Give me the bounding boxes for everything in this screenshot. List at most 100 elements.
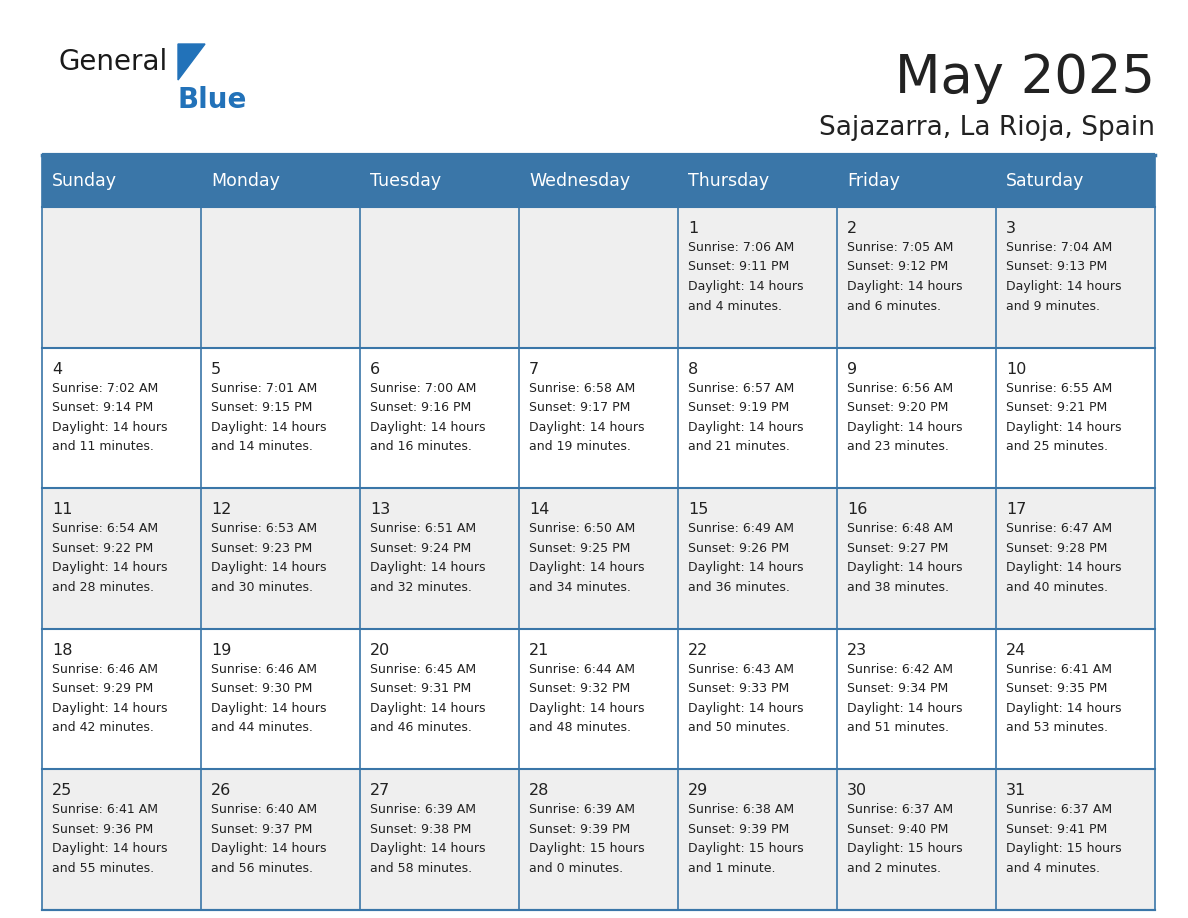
- Text: 25: 25: [52, 783, 72, 799]
- Bar: [678, 348, 838, 488]
- Bar: [838, 348, 996, 488]
- Text: Sunset: 9:38 PM: Sunset: 9:38 PM: [369, 823, 472, 836]
- Text: Sunrise: 6:41 AM: Sunrise: 6:41 AM: [1006, 663, 1112, 676]
- Text: May 2025: May 2025: [895, 52, 1155, 104]
- Text: Daylight: 14 hours: Daylight: 14 hours: [688, 420, 803, 433]
- Text: and 0 minutes.: and 0 minutes.: [529, 862, 624, 875]
- Text: Sunrise: 7:00 AM: Sunrise: 7:00 AM: [369, 382, 476, 395]
- Bar: [42, 488, 201, 629]
- Bar: [838, 629, 996, 769]
- Text: Sunset: 9:13 PM: Sunset: 9:13 PM: [1006, 261, 1107, 274]
- Text: and 38 minutes.: and 38 minutes.: [847, 581, 949, 594]
- Text: Sunrise: 6:54 AM: Sunrise: 6:54 AM: [52, 522, 158, 535]
- Text: 26: 26: [211, 783, 232, 799]
- Text: Sunset: 9:33 PM: Sunset: 9:33 PM: [688, 682, 789, 695]
- Text: 10: 10: [1006, 362, 1026, 376]
- Bar: [838, 488, 996, 629]
- Text: Sunrise: 6:47 AM: Sunrise: 6:47 AM: [1006, 522, 1112, 535]
- Text: Sunset: 9:40 PM: Sunset: 9:40 PM: [847, 823, 948, 836]
- Text: 6: 6: [369, 362, 380, 376]
- Bar: [678, 769, 838, 910]
- Text: Daylight: 15 hours: Daylight: 15 hours: [529, 843, 645, 856]
- Bar: [201, 207, 360, 348]
- Text: Blue: Blue: [178, 86, 247, 114]
- Bar: [678, 155, 838, 207]
- Text: 15: 15: [688, 502, 708, 517]
- Text: Sunset: 9:22 PM: Sunset: 9:22 PM: [52, 542, 153, 554]
- Text: Sunrise: 6:57 AM: Sunrise: 6:57 AM: [688, 382, 795, 395]
- Text: Sunset: 9:39 PM: Sunset: 9:39 PM: [529, 823, 631, 836]
- Text: Daylight: 14 hours: Daylight: 14 hours: [52, 420, 168, 433]
- Text: 2: 2: [847, 221, 857, 236]
- Text: 22: 22: [688, 643, 708, 658]
- Text: Sunset: 9:15 PM: Sunset: 9:15 PM: [211, 401, 312, 414]
- Text: 20: 20: [369, 643, 390, 658]
- Text: 1: 1: [688, 221, 699, 236]
- Text: Sunrise: 6:40 AM: Sunrise: 6:40 AM: [211, 803, 317, 816]
- Text: Daylight: 14 hours: Daylight: 14 hours: [688, 561, 803, 574]
- Text: Sunset: 9:19 PM: Sunset: 9:19 PM: [688, 401, 789, 414]
- Text: Sunrise: 6:56 AM: Sunrise: 6:56 AM: [847, 382, 953, 395]
- Text: and 51 minutes.: and 51 minutes.: [847, 722, 949, 734]
- Text: Sunrise: 6:43 AM: Sunrise: 6:43 AM: [688, 663, 794, 676]
- Text: and 9 minutes.: and 9 minutes.: [1006, 299, 1100, 312]
- Text: Daylight: 14 hours: Daylight: 14 hours: [847, 420, 962, 433]
- Text: General: General: [58, 48, 168, 76]
- Text: Daylight: 15 hours: Daylight: 15 hours: [1006, 843, 1121, 856]
- Text: Sajazarra, La Rioja, Spain: Sajazarra, La Rioja, Spain: [819, 115, 1155, 141]
- Text: 23: 23: [847, 643, 867, 658]
- Polygon shape: [178, 44, 206, 80]
- Text: Daylight: 14 hours: Daylight: 14 hours: [1006, 561, 1121, 574]
- Text: Sunrise: 6:42 AM: Sunrise: 6:42 AM: [847, 663, 953, 676]
- Text: Daylight: 14 hours: Daylight: 14 hours: [211, 701, 327, 715]
- Text: and 34 minutes.: and 34 minutes.: [529, 581, 631, 594]
- Text: Daylight: 14 hours: Daylight: 14 hours: [369, 420, 486, 433]
- Bar: [519, 348, 678, 488]
- Text: and 23 minutes.: and 23 minutes.: [847, 440, 949, 453]
- Text: 13: 13: [369, 502, 390, 517]
- Bar: [360, 488, 519, 629]
- Bar: [201, 348, 360, 488]
- Text: Daylight: 14 hours: Daylight: 14 hours: [52, 561, 168, 574]
- Text: Sunrise: 7:01 AM: Sunrise: 7:01 AM: [211, 382, 317, 395]
- Text: 11: 11: [52, 502, 72, 517]
- Bar: [201, 155, 360, 207]
- Text: 3: 3: [1006, 221, 1016, 236]
- Text: and 32 minutes.: and 32 minutes.: [369, 581, 472, 594]
- Bar: [360, 207, 519, 348]
- Bar: [519, 207, 678, 348]
- Bar: [42, 207, 201, 348]
- Text: Saturday: Saturday: [1006, 172, 1085, 190]
- Text: 18: 18: [52, 643, 72, 658]
- Text: Sunset: 9:36 PM: Sunset: 9:36 PM: [52, 823, 153, 836]
- Text: 31: 31: [1006, 783, 1026, 799]
- Text: and 53 minutes.: and 53 minutes.: [1006, 722, 1108, 734]
- Text: Daylight: 15 hours: Daylight: 15 hours: [688, 843, 803, 856]
- Text: and 36 minutes.: and 36 minutes.: [688, 581, 790, 594]
- Text: 5: 5: [211, 362, 221, 376]
- Text: Sunset: 9:28 PM: Sunset: 9:28 PM: [1006, 542, 1107, 554]
- Text: Daylight: 14 hours: Daylight: 14 hours: [847, 561, 962, 574]
- Bar: [42, 629, 201, 769]
- Text: Daylight: 14 hours: Daylight: 14 hours: [211, 843, 327, 856]
- Bar: [360, 348, 519, 488]
- Text: and 48 minutes.: and 48 minutes.: [529, 722, 631, 734]
- Bar: [201, 629, 360, 769]
- Text: 12: 12: [211, 502, 232, 517]
- Text: and 56 minutes.: and 56 minutes.: [211, 862, 312, 875]
- Text: 4: 4: [52, 362, 62, 376]
- Text: Sunset: 9:20 PM: Sunset: 9:20 PM: [847, 401, 948, 414]
- Text: and 50 minutes.: and 50 minutes.: [688, 722, 790, 734]
- Text: Sunset: 9:34 PM: Sunset: 9:34 PM: [847, 682, 948, 695]
- Text: Sunrise: 6:39 AM: Sunrise: 6:39 AM: [369, 803, 476, 816]
- Text: and 58 minutes.: and 58 minutes.: [369, 862, 472, 875]
- Text: Daylight: 15 hours: Daylight: 15 hours: [847, 843, 962, 856]
- Text: and 14 minutes.: and 14 minutes.: [211, 440, 312, 453]
- Bar: [201, 769, 360, 910]
- Bar: [201, 488, 360, 629]
- Text: Sunset: 9:14 PM: Sunset: 9:14 PM: [52, 401, 153, 414]
- Text: Sunset: 9:41 PM: Sunset: 9:41 PM: [1006, 823, 1107, 836]
- Text: and 2 minutes.: and 2 minutes.: [847, 862, 941, 875]
- Text: and 19 minutes.: and 19 minutes.: [529, 440, 631, 453]
- Bar: [360, 629, 519, 769]
